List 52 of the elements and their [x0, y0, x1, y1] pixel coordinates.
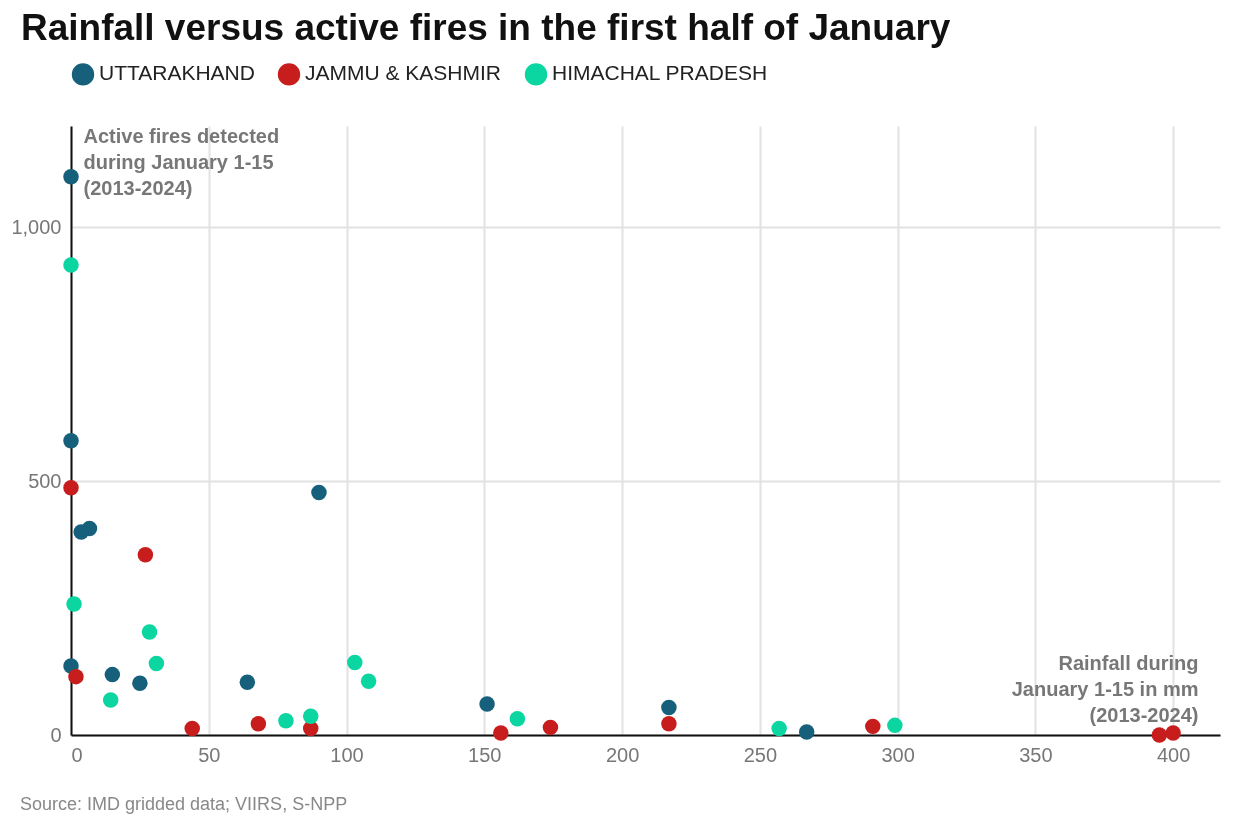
x-tick-label: 100 — [330, 743, 364, 766]
x-axis-title: Rainfall during January 1-15 in mm (2013-2024) — [1011, 651, 1199, 726]
point — [479, 696, 495, 712]
point — [542, 719, 559, 736]
x-tick-label: 250 — [743, 743, 778, 766]
point — [132, 675, 148, 691]
point — [311, 484, 327, 501]
point — [493, 725, 509, 741]
y-tick-label: 0 — [50, 723, 62, 746]
legend-label: HIMACHAL PRADESH — [552, 61, 768, 85]
legend-label: UTTARAKHAND — [99, 61, 255, 85]
point — [302, 708, 319, 724]
point — [250, 716, 267, 732]
point — [1165, 725, 1181, 741]
point — [63, 480, 79, 496]
point — [63, 169, 79, 185]
x-tick-label: 0 — [71, 743, 83, 766]
y-axis-title: Active fires detected during January 1-15 (2013-2024) — [83, 124, 280, 199]
x-tick-label: 350 — [1019, 743, 1053, 766]
y-tick-label: 500 — [28, 469, 62, 492]
x-tick-label: 400 — [1156, 743, 1191, 766]
y-tick-label: 1,000 — [11, 216, 62, 238]
point — [661, 716, 677, 732]
point — [68, 668, 84, 685]
point — [865, 718, 881, 735]
legend-label: JAMMU & KASHMIR — [305, 61, 502, 85]
point — [63, 432, 79, 449]
x-tick-label: 300 — [881, 743, 915, 766]
point — [798, 724, 815, 740]
point — [184, 720, 200, 737]
point — [771, 720, 787, 737]
point — [104, 666, 121, 683]
point — [661, 699, 677, 716]
point — [66, 596, 82, 612]
point — [148, 655, 165, 672]
point — [141, 624, 158, 640]
x-tick-label: 150 — [468, 743, 502, 766]
point — [81, 520, 98, 537]
point — [347, 654, 363, 671]
point — [278, 713, 294, 729]
point — [1151, 727, 1168, 743]
x-tick-label: 50 — [198, 743, 221, 766]
point — [239, 674, 256, 690]
point — [102, 692, 119, 708]
point — [509, 711, 526, 727]
point — [887, 717, 903, 734]
point — [63, 257, 79, 273]
point — [137, 547, 154, 563]
chart-title: Rainfall versus active fires in the first half of January — [20, 7, 951, 48]
x-tick-label: 200 — [605, 743, 640, 766]
source-note: Source: IMD gridded data; VIIRS, S-NPP — [20, 794, 348, 815]
point — [360, 673, 377, 689]
